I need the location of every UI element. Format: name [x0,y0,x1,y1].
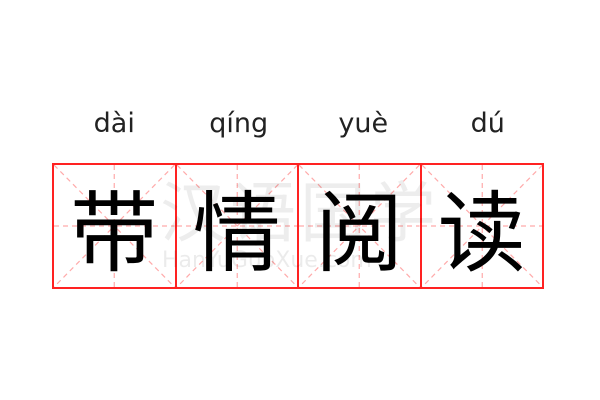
pinyin-2: qíng [209,108,269,139]
watermark-latin: HanYuGuoXue.com [162,248,372,273]
pinyin-3: yuè [338,108,389,139]
watermark-chinese: 汉语国学 [160,175,440,252]
char-cell-3: 阅 [297,163,422,289]
character-4: 读 [437,181,526,285]
char-cell-2: 情 [174,163,299,289]
character-2: 情 [192,181,281,285]
tianzige-grid: 带 情 阅 读 [52,163,550,289]
guide-lines [177,165,298,287]
guide-lines [54,165,175,287]
char-cell-4: 读 [419,163,544,289]
guide-lines [299,165,420,287]
guide-lines [422,165,543,287]
guide-line [299,165,420,287]
pinyin-row: dài qíng yuè dú [52,108,550,139]
pinyin-1: dài [93,108,135,139]
char-cell-1: 带 [52,163,177,289]
character-1: 带 [70,181,159,285]
character-3: 阅 [315,181,404,285]
guide-line [54,165,175,287]
guide-line [422,165,543,287]
guide-line [177,165,298,287]
pinyin-4: dú [470,108,505,139]
